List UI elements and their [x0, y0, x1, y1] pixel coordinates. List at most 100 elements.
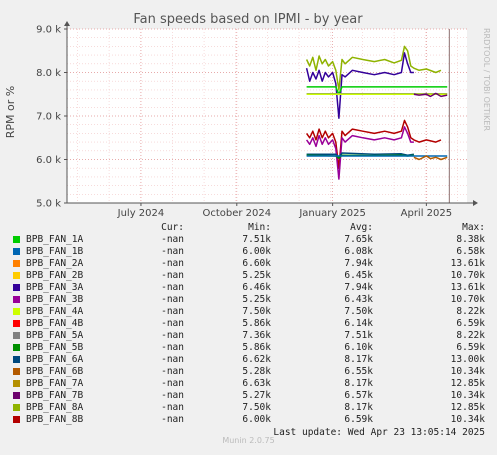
y-tick-label: 9.0 k [36, 25, 61, 36]
legend-header-cur: Cur: [161, 222, 184, 233]
legend-max: 10.34k [450, 390, 485, 401]
legend-swatch [13, 380, 20, 387]
legend-min: 5.25k [242, 294, 271, 305]
legend-swatch [13, 308, 20, 315]
y-tick-label: 6.0 k [36, 155, 61, 166]
legend-max: 6.59k [456, 342, 485, 353]
legend-cur: -nan [161, 366, 184, 377]
legend-cur: -nan [161, 306, 184, 317]
series-line [305, 119, 442, 169]
legend-name: BPB_FAN_7A [26, 378, 84, 389]
legend-min: 5.86k [242, 342, 271, 353]
legend-swatch [13, 344, 20, 351]
series-layer [305, 29, 450, 203]
x-tick-label: October 2024 [202, 208, 271, 219]
legend-cur: -nan [161, 294, 184, 305]
legend-min: 7.50k [242, 402, 271, 413]
legend-min: 6.62k [242, 354, 271, 365]
legend-max: 13.00k [450, 354, 485, 365]
legend-avg: 6.57k [344, 390, 373, 401]
legend-avg: 6.08k [344, 246, 373, 257]
legend-max: 12.85k [450, 378, 485, 389]
legend-min: 6.00k [242, 414, 271, 425]
legend-item: BPB_FAN_2A -nan 6.60k 7.94k 13.61k [0, 258, 497, 270]
legend-header: Cur: Min: Avg: Max: [0, 222, 497, 234]
legend-cur: -nan [161, 414, 184, 425]
legend-avg: 6.55k [344, 366, 373, 377]
legend-item: BPB_FAN_8B -nan 6.00k 6.59k 10.34k [0, 414, 497, 426]
legend-avg: 8.17k [344, 354, 373, 365]
x-tick-label: January 2025 [298, 208, 366, 219]
series-line [413, 92, 448, 98]
legend-name: BPB_FAN_3B [26, 294, 84, 305]
legend-min: 6.60k [242, 258, 271, 269]
legend-swatch [13, 248, 20, 255]
y-tick-label: 7.0 k [36, 112, 61, 123]
major-grid [67, 28, 467, 204]
legend-avg: 6.43k [344, 294, 373, 305]
x-axis-arrow [473, 200, 478, 206]
y-tick-label: 5.0 k [36, 199, 61, 210]
legend-item: BPB_FAN_4B -nan 5.86k 6.14k 6.59k [0, 318, 497, 330]
legend-name: BPB_FAN_3A [26, 282, 84, 293]
legend-cur: -nan [161, 342, 184, 353]
x-tick-label: July 2024 [117, 208, 165, 219]
legend-name: BPB_FAN_7B [26, 390, 84, 401]
legend-swatch [13, 404, 20, 411]
legend-name: BPB_FAN_5A [26, 330, 84, 341]
last-update: Last update: Wed Apr 23 13:05:14 2025 [273, 427, 485, 438]
legend-max: 8.22k [456, 330, 485, 341]
legend-max: 10.34k [450, 414, 485, 425]
legend-max: 10.70k [450, 294, 485, 305]
legend-name: BPB_FAN_8A [26, 402, 84, 413]
y-axis-arrow [64, 21, 70, 26]
legend-item: BPB_FAN_6A -nan 6.62k 8.17k 13.00k [0, 354, 497, 366]
legend-max: 10.70k [450, 270, 485, 281]
legend-swatch [13, 368, 20, 375]
legend-avg: 6.10k [344, 342, 373, 353]
y-tick-label: 8.0 k [36, 68, 61, 79]
legend-item: BPB_FAN_2B -nan 5.25k 6.45k 10.70k [0, 270, 497, 282]
legend-cur: -nan [161, 354, 184, 365]
legend-avg: 6.14k [344, 318, 373, 329]
legend-avg: 8.17k [344, 378, 373, 389]
series-line [305, 52, 414, 119]
legend-item: BPB_FAN_4A -nan 7.50k 7.50k 8.22k [0, 306, 497, 318]
legend-item: BPB_FAN_8A -nan 7.50k 8.17k 12.85k [0, 402, 497, 414]
legend-max: 6.59k [456, 318, 485, 329]
legend-min: 6.00k [242, 246, 271, 257]
legend-name: BPB_FAN_4B [26, 318, 84, 329]
legend-item: BPB_FAN_1A -nan 7.51k 7.65k 8.38k [0, 234, 497, 246]
legend-max: 6.58k [456, 246, 485, 257]
legend-min: 7.51k [242, 234, 271, 245]
legend-swatch [13, 356, 20, 363]
legend-item: BPB_FAN_7A -nan 6.63k 8.17k 12.85k [0, 378, 497, 390]
legend-min: 5.86k [242, 318, 271, 329]
x-tick-label: April 2025 [401, 208, 452, 219]
legend-name: BPB_FAN_2B [26, 270, 84, 281]
legend-avg: 7.94k [344, 282, 373, 293]
legend-header-avg: Avg: [350, 222, 373, 233]
legend-name: BPB_FAN_5B [26, 342, 84, 353]
legend-avg: 6.45k [344, 270, 373, 281]
legend-name: BPB_FAN_1B [26, 246, 84, 257]
legend-cur: -nan [161, 246, 184, 257]
legend-name: BPB_FAN_6A [26, 354, 84, 365]
legend-swatch [13, 296, 20, 303]
y-axis-label: RPM or % [4, 86, 17, 138]
legend-name: BPB_FAN_8B [26, 414, 84, 425]
legend-name: BPB_FAN_2A [26, 258, 84, 269]
legend-item: BPB_FAN_1B -nan 6.00k 6.08k 6.58k [0, 246, 497, 258]
legend-avg: 7.94k [344, 258, 373, 269]
legend-cur: -nan [161, 270, 184, 281]
legend-item: BPB_FAN_3B -nan 5.25k 6.43k 10.70k [0, 294, 497, 306]
legend-cur: -nan [161, 318, 184, 329]
legend-swatch [13, 272, 20, 279]
series-line [305, 45, 442, 91]
legend-swatch [13, 284, 20, 291]
legend-cur: -nan [161, 390, 184, 401]
series-line [413, 155, 448, 161]
legend-min: 5.25k [242, 270, 271, 281]
legend-item: BPB_FAN_7B -nan 5.27k 6.57k 10.34k [0, 390, 497, 402]
